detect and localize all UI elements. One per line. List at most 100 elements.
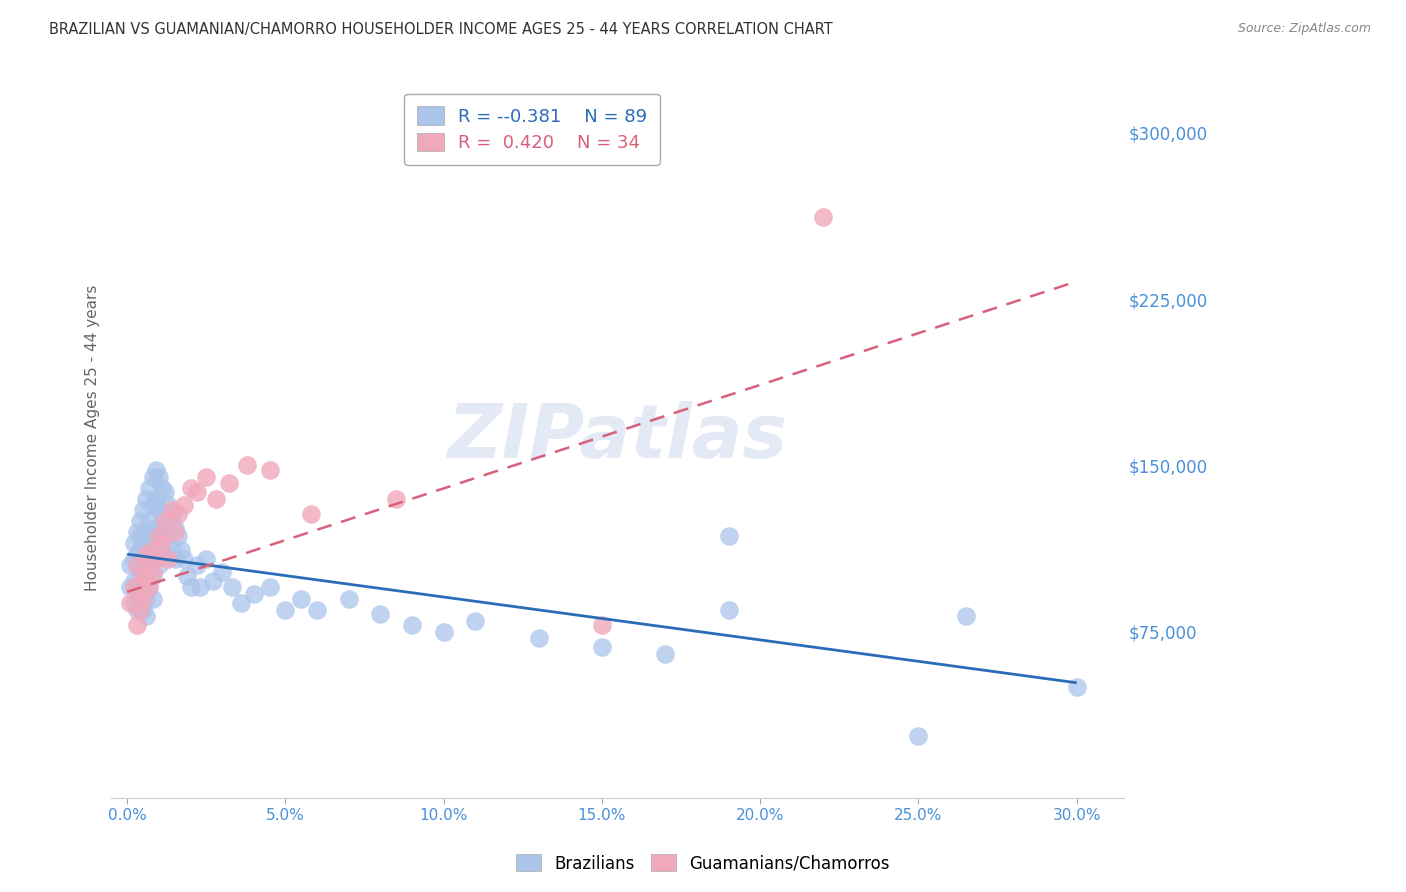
Point	[122, 551, 145, 566]
Point	[138, 558, 160, 573]
Point	[186, 558, 208, 573]
Point	[148, 558, 170, 573]
Point	[132, 569, 155, 583]
Point	[145, 463, 167, 477]
Point	[173, 551, 195, 566]
Point	[591, 618, 613, 632]
Point	[122, 596, 145, 610]
Point	[135, 547, 157, 561]
Point	[150, 481, 173, 495]
Point	[132, 503, 155, 517]
Point	[464, 614, 486, 628]
Point	[231, 596, 253, 610]
Point	[125, 558, 148, 573]
Point	[132, 536, 155, 550]
Point	[132, 591, 155, 606]
Point	[145, 551, 167, 566]
Point	[145, 551, 167, 566]
Point	[142, 524, 165, 539]
Point	[135, 547, 157, 561]
Point	[142, 591, 165, 606]
Point	[128, 542, 150, 557]
Point	[205, 491, 228, 506]
Point	[138, 536, 160, 550]
Point	[150, 536, 173, 550]
Point	[155, 514, 177, 528]
Point	[307, 602, 329, 616]
Point	[138, 581, 160, 595]
Point	[907, 729, 929, 743]
Point	[173, 499, 195, 513]
Point	[259, 463, 281, 477]
Legend: R = --0.381    N = 89, R =  0.420    N = 34: R = --0.381 N = 89, R = 0.420 N = 34	[404, 94, 659, 165]
Point	[125, 618, 148, 632]
Point	[717, 602, 740, 616]
Point	[128, 569, 150, 583]
Point	[135, 491, 157, 506]
Point	[128, 587, 150, 601]
Point	[370, 607, 392, 621]
Text: Source: ZipAtlas.com: Source: ZipAtlas.com	[1237, 22, 1371, 36]
Point	[717, 529, 740, 543]
Legend: Brazilians, Guamanians/Chamorros: Brazilians, Guamanians/Chamorros	[509, 847, 897, 880]
Point	[125, 558, 148, 573]
Point	[167, 508, 190, 522]
Point	[120, 581, 142, 595]
Point	[145, 491, 167, 506]
Point	[125, 581, 148, 595]
Point	[142, 499, 165, 513]
Point	[259, 581, 281, 595]
Text: ZIPatlas: ZIPatlas	[447, 401, 787, 475]
Point	[128, 587, 150, 601]
Point	[176, 569, 198, 583]
Point	[135, 569, 157, 583]
Point	[125, 524, 148, 539]
Point	[654, 647, 676, 661]
Point	[243, 587, 266, 601]
Point	[201, 574, 224, 588]
Point	[221, 581, 243, 595]
Point	[125, 602, 148, 616]
Point	[155, 485, 177, 500]
Point	[138, 581, 160, 595]
Point	[157, 499, 180, 513]
Point	[157, 551, 180, 566]
Point	[527, 632, 550, 646]
Point	[591, 640, 613, 655]
Point	[186, 485, 208, 500]
Point	[138, 481, 160, 495]
Point	[157, 529, 180, 543]
Point	[142, 565, 165, 579]
Point	[138, 558, 160, 573]
Point	[180, 581, 202, 595]
Point	[142, 469, 165, 483]
Point	[128, 514, 150, 528]
Point	[132, 551, 155, 566]
Point	[385, 491, 408, 506]
Point	[135, 591, 157, 606]
Point	[132, 558, 155, 573]
Point	[155, 514, 177, 528]
Y-axis label: Householder Income Ages 25 - 44 years: Householder Income Ages 25 - 44 years	[86, 285, 100, 591]
Point	[167, 529, 190, 543]
Point	[122, 574, 145, 588]
Point	[125, 547, 148, 561]
Point	[163, 520, 186, 534]
Point	[290, 591, 312, 606]
Point	[160, 542, 183, 557]
Point	[142, 542, 165, 557]
Point	[135, 524, 157, 539]
Point	[132, 581, 155, 595]
Point	[148, 529, 170, 543]
Point	[120, 558, 142, 573]
Point	[433, 624, 456, 639]
Point	[236, 458, 259, 473]
Point	[138, 514, 160, 528]
Point	[122, 536, 145, 550]
Point	[120, 596, 142, 610]
Point	[813, 210, 835, 224]
Point	[135, 574, 157, 588]
Point	[148, 469, 170, 483]
Point	[211, 565, 233, 579]
Point	[163, 551, 186, 566]
